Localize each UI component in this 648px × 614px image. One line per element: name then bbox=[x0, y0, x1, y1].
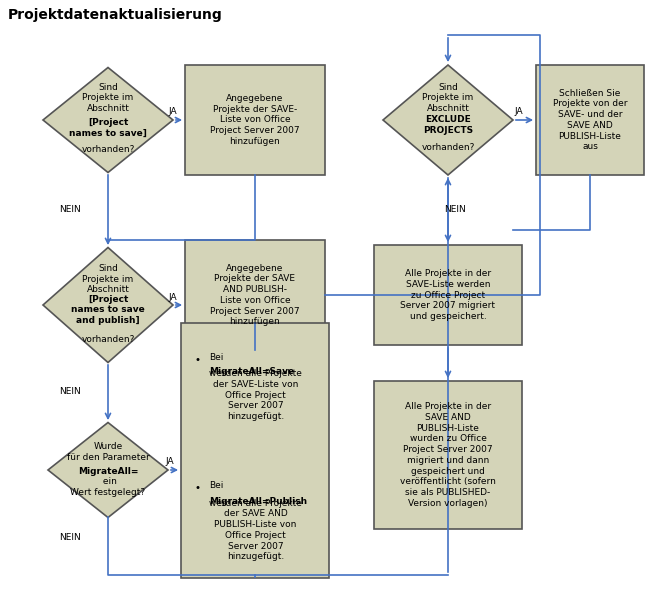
Text: vorhanden?: vorhanden? bbox=[421, 142, 475, 152]
Text: werden alle Projekte
der SAVE AND
PUBLISH-Liste von
Office Project
Server 2007
h: werden alle Projekte der SAVE AND PUBLIS… bbox=[209, 499, 302, 561]
Text: NEIN: NEIN bbox=[59, 206, 81, 214]
Text: Bei: Bei bbox=[209, 352, 224, 362]
Bar bbox=[374, 245, 522, 345]
Bar bbox=[185, 65, 325, 175]
Text: •: • bbox=[195, 483, 201, 493]
Text: NEIN: NEIN bbox=[444, 206, 466, 214]
Text: JA: JA bbox=[515, 107, 524, 117]
Bar bbox=[185, 240, 325, 350]
Text: MigrateAll=: MigrateAll= bbox=[78, 467, 138, 476]
Bar bbox=[536, 65, 644, 175]
Polygon shape bbox=[43, 247, 173, 362]
Polygon shape bbox=[48, 422, 168, 518]
Polygon shape bbox=[43, 68, 173, 173]
Text: Sind
Projekte im
Abschnitt: Sind Projekte im Abschnitt bbox=[82, 83, 133, 113]
Text: ein
Wert festgelegt?: ein Wert festgelegt? bbox=[71, 477, 146, 497]
Text: NEIN: NEIN bbox=[59, 387, 81, 397]
Bar bbox=[374, 381, 522, 529]
Text: Angegebene
Projekte der SAVE-
Liste von Office
Project Server 2007
hinzufügen: Angegebene Projekte der SAVE- Liste von … bbox=[210, 94, 300, 146]
Text: Bei: Bei bbox=[209, 481, 224, 489]
Text: [Project
names to save]: [Project names to save] bbox=[69, 118, 147, 138]
Text: MigrateAll=Save: MigrateAll=Save bbox=[209, 368, 294, 376]
Text: vorhanden?: vorhanden? bbox=[81, 146, 135, 155]
Text: Angegebene
Projekte der SAVE
AND PUBLISH-
Liste von Office
Project Server 2007
h: Angegebene Projekte der SAVE AND PUBLISH… bbox=[210, 263, 300, 327]
Text: Alle Projekte in der
SAVE-Liste werden
zu Office Project
Server 2007 migriert
un: Alle Projekte in der SAVE-Liste werden z… bbox=[400, 269, 496, 321]
Text: JA: JA bbox=[168, 292, 178, 301]
Text: NEIN: NEIN bbox=[59, 532, 81, 542]
Text: Sind
Projekte im
Abschnitt: Sind Projekte im Abschnitt bbox=[82, 264, 133, 294]
Text: vorhanden?: vorhanden? bbox=[81, 335, 135, 343]
Text: Sind
Projekte im
Abschnitt: Sind Projekte im Abschnitt bbox=[422, 83, 474, 113]
Text: Wurde
für den Parameter: Wurde für den Parameter bbox=[67, 442, 150, 462]
Text: •: • bbox=[195, 355, 201, 365]
Text: MigrateAll=Publish: MigrateAll=Publish bbox=[209, 497, 307, 507]
Text: Schließen Sie
Projekte von der
SAVE- und der
SAVE AND
PUBLISH-Liste
aus: Schließen Sie Projekte von der SAVE- und… bbox=[553, 88, 627, 152]
Text: werden alle Projekte
der SAVE-Liste von
Office Project
Server 2007
hinzugefügt.: werden alle Projekte der SAVE-Liste von … bbox=[209, 369, 302, 421]
Polygon shape bbox=[383, 65, 513, 175]
Text: [Project
names to save
and publish]: [Project names to save and publish] bbox=[71, 295, 145, 325]
Text: Alle Projekte in der
SAVE AND
PUBLISH-Liste
wurden zu Office
Project Server 2007: Alle Projekte in der SAVE AND PUBLISH-Li… bbox=[400, 402, 496, 508]
Bar bbox=[181, 322, 329, 578]
Text: JA: JA bbox=[166, 457, 174, 467]
Text: EXCLUDE
PROJECTS: EXCLUDE PROJECTS bbox=[423, 115, 473, 135]
Text: Projektdatenaktualisierung: Projektdatenaktualisierung bbox=[8, 8, 223, 22]
Text: JA: JA bbox=[168, 107, 178, 117]
